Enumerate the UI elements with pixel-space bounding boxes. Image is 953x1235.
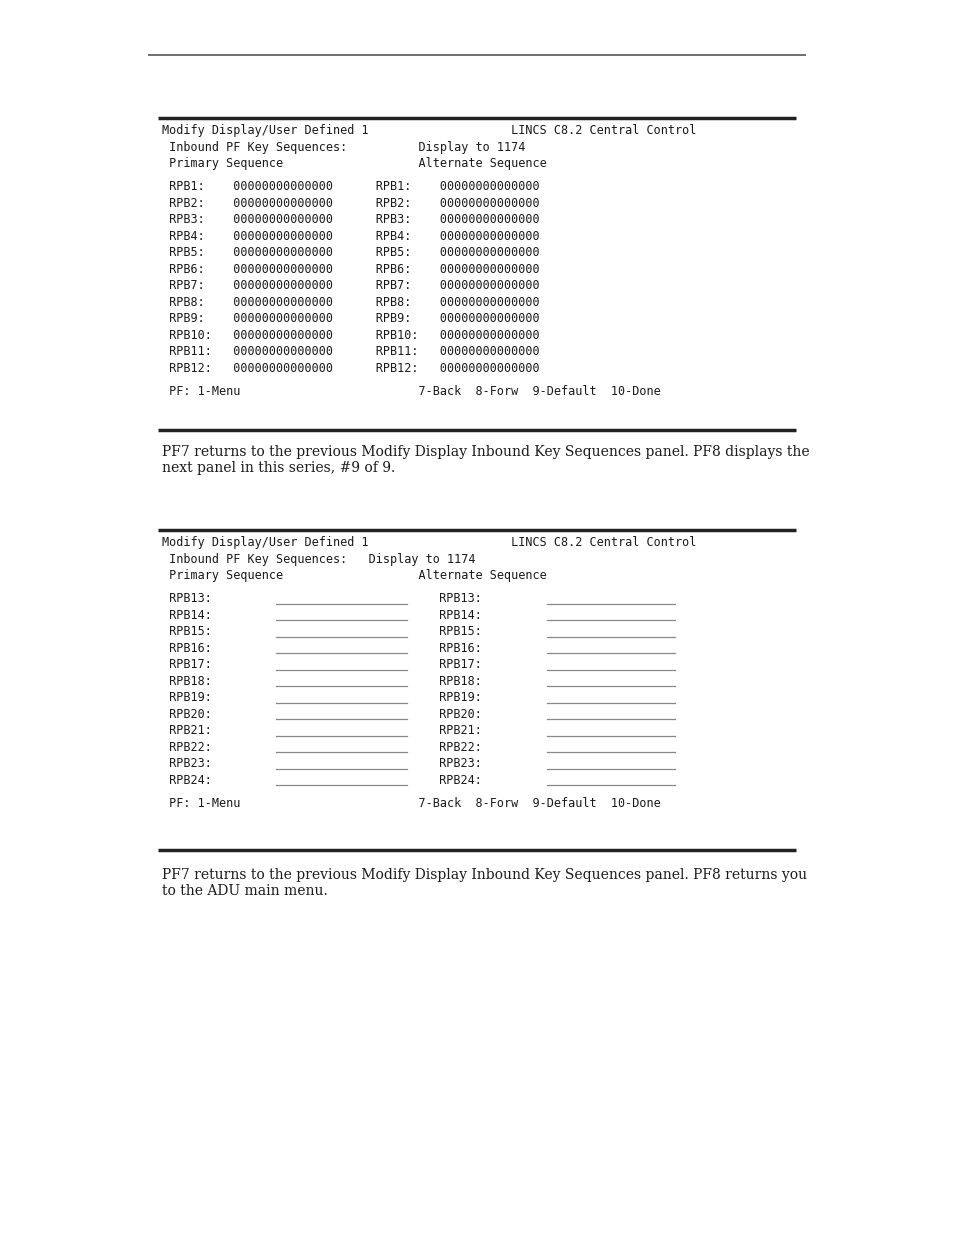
Text: RPB21:: RPB21:	[162, 724, 212, 737]
Text: RPB18:: RPB18:	[162, 674, 212, 688]
Text: RPB13:: RPB13:	[162, 592, 212, 605]
Text: RPB15:: RPB15:	[162, 625, 212, 638]
Text: Modify Display/User Defined 1                    LINCS C8.2 Central Control: Modify Display/User Defined 1 LINCS C8.2…	[162, 124, 696, 137]
Text: RPB8:    00000000000000      RPB8:    00000000000000: RPB8: 00000000000000 RPB8: 0000000000000…	[162, 295, 539, 309]
Text: RPB2:    00000000000000      RPB2:    00000000000000: RPB2: 00000000000000 RPB2: 0000000000000…	[162, 196, 539, 210]
Text: RPB24:: RPB24:	[432, 773, 481, 787]
Text: RPB23:: RPB23:	[162, 757, 212, 771]
Text: Inbound PF Key Sequences:   Display to 1174: Inbound PF Key Sequences: Display to 117…	[162, 552, 475, 566]
Text: RPB1:    00000000000000      RPB1:    00000000000000: RPB1: 00000000000000 RPB1: 0000000000000…	[162, 180, 539, 193]
Text: RPB24:: RPB24:	[162, 773, 212, 787]
Text: RPB12:   00000000000000      RPB12:   00000000000000: RPB12: 00000000000000 RPB12: 00000000000…	[162, 362, 539, 374]
Text: RPB20:: RPB20:	[162, 708, 212, 720]
Text: RPB16:: RPB16:	[432, 642, 481, 655]
Text: RPB21:: RPB21:	[432, 724, 481, 737]
Text: RPB6:    00000000000000      RPB6:    00000000000000: RPB6: 00000000000000 RPB6: 0000000000000…	[162, 263, 539, 275]
Text: RPB15:: RPB15:	[432, 625, 481, 638]
Text: Modify Display/User Defined 1                    LINCS C8.2 Central Control: Modify Display/User Defined 1 LINCS C8.2…	[162, 536, 696, 550]
Text: PF7 returns to the previous Modify Display Inbound Key Sequences panel. PF8 disp: PF7 returns to the previous Modify Displ…	[162, 445, 809, 475]
Text: Primary Sequence                   Alternate Sequence: Primary Sequence Alternate Sequence	[162, 157, 546, 170]
Text: RPB22:: RPB22:	[162, 741, 212, 753]
Text: PF7 returns to the previous Modify Display Inbound Key Sequences panel. PF8 retu: PF7 returns to the previous Modify Displ…	[162, 868, 806, 898]
Text: RPB4:    00000000000000      RPB4:    00000000000000: RPB4: 00000000000000 RPB4: 0000000000000…	[162, 230, 539, 242]
Text: RPB22:: RPB22:	[432, 741, 481, 753]
Text: RPB14:: RPB14:	[162, 609, 212, 621]
Text: RPB5:    00000000000000      RPB5:    00000000000000: RPB5: 00000000000000 RPB5: 0000000000000…	[162, 246, 539, 259]
Text: RPB18:: RPB18:	[432, 674, 481, 688]
Text: PF: 1-Menu                         7-Back  8-Forw  9-Default  10-Done: PF: 1-Menu 7-Back 8-Forw 9-Default 10-Do…	[162, 797, 660, 810]
Text: RPB7:    00000000000000      RPB7:    00000000000000: RPB7: 00000000000000 RPB7: 0000000000000…	[162, 279, 539, 293]
Text: RPB11:   00000000000000      RPB11:   00000000000000: RPB11: 00000000000000 RPB11: 00000000000…	[162, 345, 539, 358]
Text: RPB16:: RPB16:	[162, 642, 212, 655]
Text: RPB14:: RPB14:	[432, 609, 481, 621]
Text: Primary Sequence                   Alternate Sequence: Primary Sequence Alternate Sequence	[162, 569, 546, 582]
Text: RPB17:: RPB17:	[432, 658, 481, 671]
Text: Inbound PF Key Sequences:          Display to 1174: Inbound PF Key Sequences: Display to 117…	[162, 141, 525, 153]
Text: RPB19:: RPB19:	[162, 692, 212, 704]
Text: RPB23:: RPB23:	[432, 757, 481, 771]
Text: RPB9:    00000000000000      RPB9:    00000000000000: RPB9: 00000000000000 RPB9: 0000000000000…	[162, 312, 539, 325]
Text: PF: 1-Menu                         7-Back  8-Forw  9-Default  10-Done: PF: 1-Menu 7-Back 8-Forw 9-Default 10-Do…	[162, 384, 660, 398]
Text: RPB20:: RPB20:	[432, 708, 481, 720]
Text: RPB13:: RPB13:	[432, 592, 481, 605]
Text: RPB10:   00000000000000      RPB10:   00000000000000: RPB10: 00000000000000 RPB10: 00000000000…	[162, 329, 539, 342]
Text: RPB3:    00000000000000      RPB3:    00000000000000: RPB3: 00000000000000 RPB3: 0000000000000…	[162, 214, 539, 226]
Text: RPB17:: RPB17:	[162, 658, 212, 671]
Text: RPB19:: RPB19:	[432, 692, 481, 704]
